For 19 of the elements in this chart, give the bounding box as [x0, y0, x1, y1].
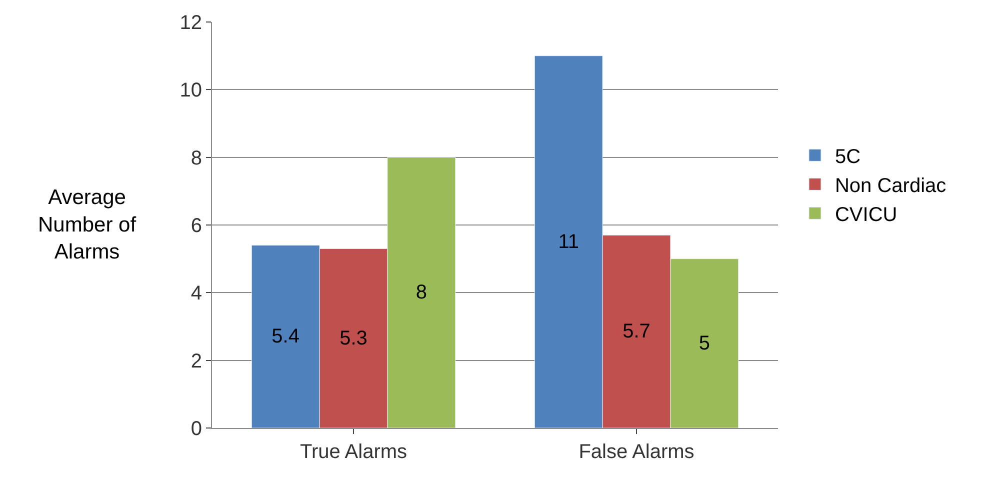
y-tick-label: 6 [190, 215, 202, 237]
data-label: 11 [558, 230, 579, 253]
legend-label: Non Cardiac [834, 174, 946, 197]
legend-label: CVICU [834, 204, 898, 226]
data-label: 5 [698, 332, 710, 354]
x-tick-label: True Alarms [300, 441, 408, 463]
y-axis-title: Average Number of Alarms [38, 186, 136, 264]
y-tick-label: 4 [190, 282, 202, 305]
data-label: 5.3 [340, 327, 368, 350]
data-label: 5.4 [272, 326, 300, 348]
y-tick-label: 12 [180, 12, 202, 34]
x-tick-label: False Alarms [578, 441, 694, 463]
legend-label: 5C [834, 146, 861, 168]
y-tick-label: 8 [190, 147, 202, 170]
y-tick-label: 2 [190, 350, 202, 372]
y-tick-label: 0 [190, 418, 202, 440]
data-label: 5.7 [622, 320, 650, 343]
data-label: 8 [416, 282, 427, 304]
y-tick-label: 10 [180, 80, 202, 102]
